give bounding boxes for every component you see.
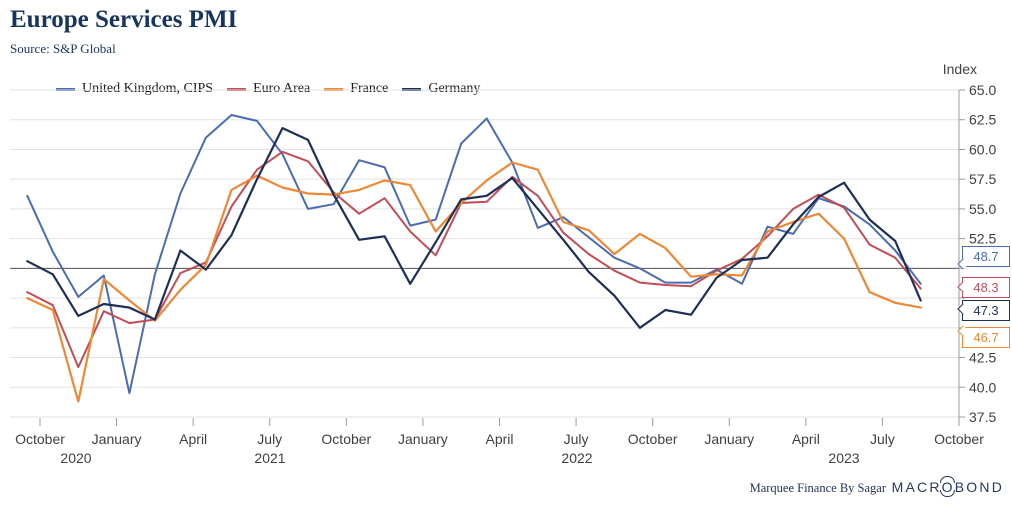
series-line-euro-area [26, 150, 922, 369]
x-tick-label: October [628, 431, 678, 447]
logo-o-icon: O [939, 476, 955, 497]
end-value-callout-united-kingdom: 48.7 [956, 246, 1010, 270]
legend-item-united-kingdom: United Kingdom, CIPS [56, 81, 213, 97]
legend-label: France [350, 81, 389, 96]
legend-label: United Kingdom, CIPS [82, 81, 214, 96]
x-year-label: 2022 [561, 450, 592, 466]
source-label: Source: S&P Global [10, 41, 116, 56]
y-axis-unit-label: Index [942, 61, 977, 77]
x-tick-label: July [564, 431, 589, 447]
x-tick-label: October [934, 431, 984, 447]
series-line-france [26, 161, 922, 403]
y-tick-label: 40.0 [969, 379, 996, 395]
x-year-label: 2020 [60, 450, 91, 466]
legend-label: Germany [428, 81, 481, 96]
y-tick-label: 65.0 [969, 82, 996, 98]
legend-dash-icon [56, 87, 75, 91]
y-tick-label: 42.5 [969, 350, 996, 366]
end-value: 46.7 [973, 330, 999, 345]
page-title: Europe Services PMI [10, 6, 238, 33]
y-tick-label: 60.0 [969, 141, 996, 157]
legend-dash-icon [402, 87, 422, 91]
end-value: 48.7 [973, 249, 999, 264]
legend-item-euro-area: Euro Area [227, 81, 310, 97]
end-value-callout-euro-area: 48.3 [956, 277, 1010, 298]
x-tick-label: January [92, 431, 142, 447]
x-tick-label: July [257, 431, 282, 447]
macrobond-logo: MACROBOND [891, 476, 1004, 497]
y-tick-label: 52.5 [969, 231, 996, 247]
credit-label: Marquee Finance By Sagar [749, 481, 886, 495]
x-tick-label: April [792, 431, 820, 447]
x-year-label: 2023 [828, 450, 859, 466]
series-line-germany [26, 127, 922, 329]
y-tick-label: 37.5 [969, 409, 996, 425]
x-tick-label: October [321, 431, 371, 447]
legend-dash-icon [227, 87, 247, 91]
end-value-callout-germany: 47.3 [956, 300, 1010, 321]
y-tick-label: 62.5 [969, 112, 996, 128]
x-tick-label: July [870, 431, 895, 447]
x-tick-label: January [704, 431, 754, 447]
end-value-callout-france: 46.7 [956, 325, 1010, 348]
y-tick-label: 55.0 [969, 201, 996, 217]
legend-item-france: France [324, 81, 388, 97]
logo-text: MACR [891, 479, 942, 495]
end-value: 48.3 [973, 280, 999, 295]
legend-item-germany: Germany [402, 81, 480, 97]
logo-text: BOND [954, 479, 1004, 495]
x-tick-label: October [15, 431, 65, 447]
x-year-label: 2021 [254, 450, 285, 466]
legend-dash-icon [324, 87, 344, 91]
y-tick-label: 57.5 [969, 171, 996, 187]
legend: United Kingdom, CIPS Euro Area France Ge… [56, 81, 480, 97]
x-tick-label: January [398, 431, 448, 447]
x-tick-label: April [179, 431, 207, 447]
series-line-united-kingdom-cips [26, 114, 922, 395]
x-tick-label: April [485, 431, 513, 447]
legend-label: Euro Area [253, 81, 311, 96]
end-value: 47.3 [973, 303, 999, 318]
